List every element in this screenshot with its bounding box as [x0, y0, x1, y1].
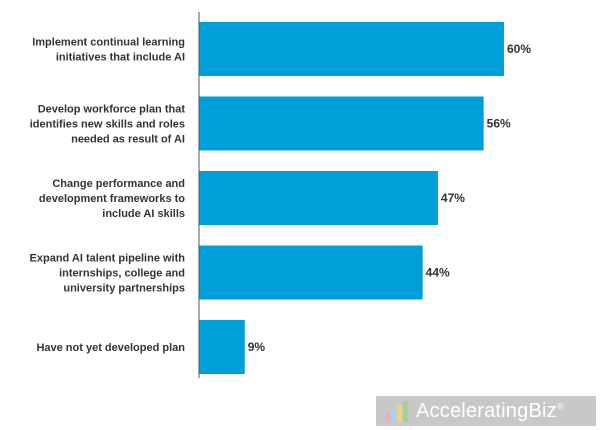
bar-4 — [199, 245, 423, 300]
bars-group — [199, 22, 504, 374]
value-labels: 60% 56% 47% 44% 9% — [248, 42, 532, 354]
category-label-5: Have not yet developed plan — [36, 342, 185, 354]
category-label-2: Develop workforce plan that identifies ne… — [30, 104, 186, 146]
category-labels: Implement continual learning initiatives … — [30, 37, 186, 355]
bar-2 — [199, 96, 484, 151]
category-label-4: Expand AI talent pipeline with internship… — [30, 253, 186, 295]
watermark-logo: AcceleratingBiz® — [376, 396, 596, 426]
bar-chart-logo-icon — [384, 399, 410, 423]
value-label-5: 9% — [248, 340, 266, 354]
value-label-2: 56% — [487, 117, 511, 131]
bar-3 — [199, 171, 438, 225]
bar-5 — [199, 320, 245, 374]
value-label-4: 44% — [426, 266, 450, 280]
category-label-3: Change performance and development framew… — [39, 178, 185, 220]
value-label-1: 60% — [507, 42, 531, 56]
category-label-1: Implement continual learning initiatives … — [32, 37, 185, 64]
bar-1 — [199, 22, 504, 76]
watermark-text: AcceleratingBiz® — [416, 399, 564, 422]
value-label-3: 47% — [441, 191, 465, 205]
